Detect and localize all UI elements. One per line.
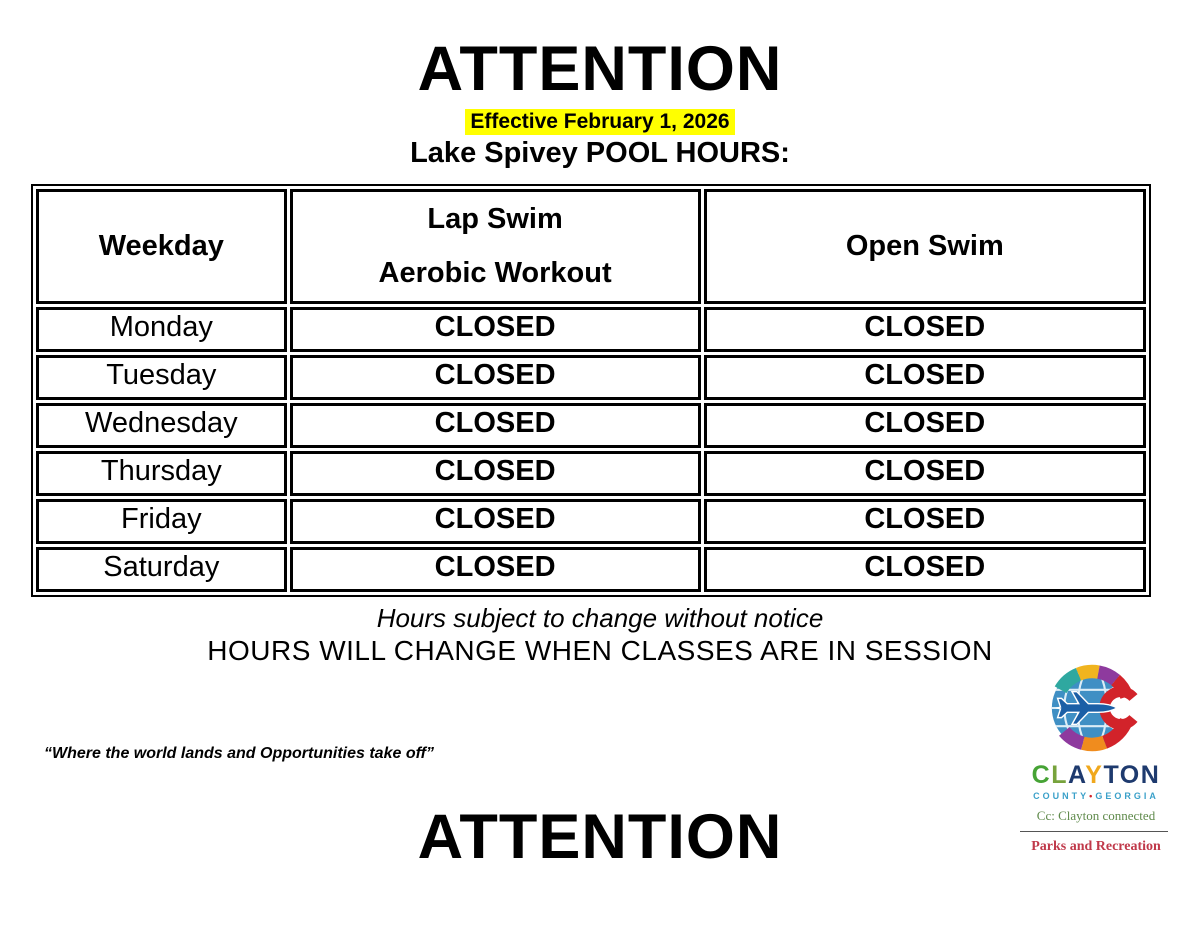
clayton-letter-0: C	[1031, 761, 1052, 789]
clayton-letter-5: O	[1119, 761, 1141, 789]
lap-swim-status-cell: CLOSED	[289, 355, 701, 401]
weekday-cell: Tuesday	[36, 355, 287, 401]
logo-divider	[1020, 831, 1168, 832]
table-row-tuesday: Tuesday CLOSED CLOSED	[36, 355, 1146, 401]
county-dot: •	[1089, 791, 1096, 801]
globe-airplane-icon	[1051, 664, 1149, 752]
weekday-cell: Wednesday	[36, 403, 287, 449]
airport-slogan-quote: “Where the world lands and Opportunities…	[44, 745, 434, 762]
attention-heading-top: ATTENTION	[417, 34, 783, 104]
open-swim-status-cell: CLOSED	[703, 499, 1146, 545]
lap-swim-status-cell: CLOSED	[289, 547, 701, 593]
hours-subject-notice: Hours subject to change without notice	[376, 603, 824, 634]
effective-date-highlight: Effective February 1, 2026	[465, 109, 735, 135]
column-header-weekday: Weekday	[36, 188, 287, 305]
parks-and-recreation-label: Parks and Recreation	[1031, 839, 1161, 854]
table-row-wednesday: Wednesday CLOSED CLOSED	[36, 403, 1146, 449]
georgia-text: GEORGIA	[1095, 791, 1159, 801]
lap-swim-status-cell: CLOSED	[289, 451, 701, 497]
table-header-row: Weekday Lap Swim Aerobic Workout Open Sw…	[36, 188, 1146, 305]
clayton-connected-tagline: Cc: Clayton connected	[1036, 808, 1156, 823]
table-row-thursday: Thursday CLOSED CLOSED	[36, 451, 1146, 497]
effective-date-line: Effective February 1, 2026	[0, 109, 1200, 135]
weekday-cell: Saturday	[36, 547, 287, 593]
lap-swim-status-cell: CLOSED	[289, 499, 701, 545]
clayton-letter-4: T	[1103, 761, 1120, 789]
lap-swim-status-cell: CLOSED	[289, 403, 701, 449]
clayton-letter-2: A	[1068, 761, 1086, 789]
open-swim-status-cell: CLOSED	[703, 355, 1146, 401]
open-swim-status-cell: CLOSED	[703, 307, 1146, 353]
airplane-icon	[1055, 690, 1119, 726]
lap-swim-label: Lap Swim	[427, 202, 563, 235]
county-georgia-line: COUNTY•GEORGIA	[1020, 791, 1172, 801]
open-swim-status-cell: CLOSED	[703, 403, 1146, 449]
table-row-saturday: Saturday CLOSED CLOSED	[36, 547, 1146, 593]
column-header-lap-swim: Lap Swim Aerobic Workout	[289, 188, 701, 305]
aerobic-workout-label: Aerobic Workout	[378, 256, 612, 289]
weekday-cell: Thursday	[36, 451, 287, 497]
hours-change-notice: HOURS WILL CHANGE WHEN CLASSES ARE IN SE…	[207, 634, 993, 666]
table-row-monday: Monday CLOSED CLOSED	[36, 307, 1146, 353]
open-swim-status-cell: CLOSED	[703, 451, 1146, 497]
weekday-cell: Monday	[36, 307, 287, 353]
lap-swim-status-cell: CLOSED	[289, 307, 701, 353]
attention-heading-bottom: ATTENTION	[417, 802, 783, 872]
table-row-friday: Friday CLOSED CLOSED	[36, 499, 1146, 545]
clayton-county-logo: CLAYTON COUNTY•GEORGIA Cc: Clayton conne…	[1020, 660, 1172, 855]
clayton-letter-1: L	[1051, 761, 1069, 789]
clayton-letter-6: N	[1140, 761, 1161, 789]
weekday-cell: Friday	[36, 499, 287, 545]
pool-hours-title: Lake Spivey POOL HOURS:	[410, 137, 790, 169]
pool-hours-table: Weekday Lap Swim Aerobic Workout Open Sw…	[31, 183, 1151, 598]
column-header-open-swim: Open Swim	[703, 188, 1146, 305]
county-text: COUNTY	[1033, 791, 1090, 801]
clayton-letter-3: Y	[1085, 761, 1104, 789]
clayton-wordmark: CLAYTON	[1020, 763, 1172, 788]
open-swim-status-cell: CLOSED	[703, 547, 1146, 593]
